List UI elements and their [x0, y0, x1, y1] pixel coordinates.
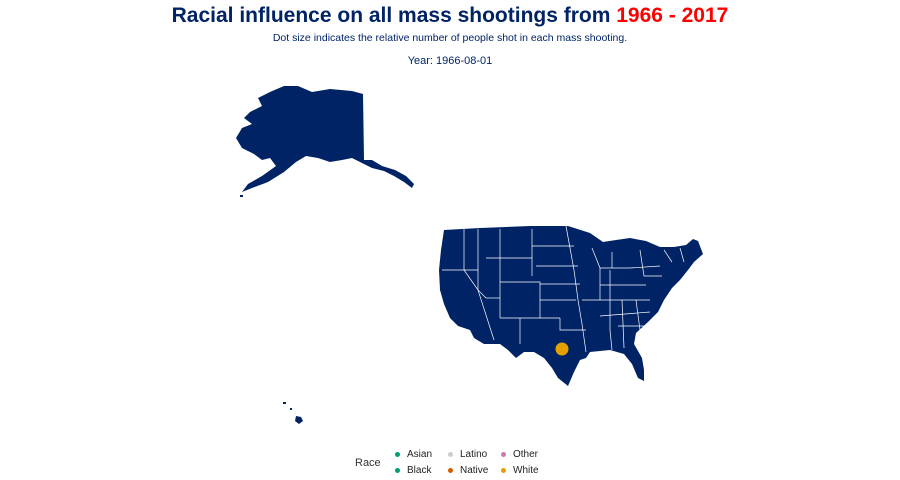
legend-item-asian: Asian [395, 449, 432, 460]
legend-label: Black [407, 465, 432, 476]
title-year-range: 1966 - 2017 [616, 4, 729, 27]
chart-subtitle: Dot size indicates the relative number o… [272, 32, 628, 44]
legend-label: Asian [407, 449, 433, 460]
hawaii-islet-2 [290, 408, 292, 410]
legend-dot-icon [501, 468, 506, 473]
legend: Race Asian Latino Other Black Native Whi… [355, 449, 555, 479]
hawaii-islet-1 [283, 402, 286, 404]
year-label: Year: 1966-08-01 [407, 55, 493, 67]
legend-item-white: White [501, 465, 539, 476]
legend-dot-icon [395, 452, 400, 457]
legend-dot-icon [448, 452, 453, 457]
legend-title: Race [355, 457, 381, 469]
legend-dot-icon [448, 468, 453, 473]
legend-dot-icon [395, 468, 400, 473]
legend-item-latino: Latino [448, 449, 487, 460]
legend-item-black: Black [395, 465, 431, 476]
state-borders [442, 225, 685, 353]
chart-title: Racial influence on all mass shootings f… [0, 4, 900, 28]
title-prefix: Racial influence on all mass shootings f… [171, 4, 617, 27]
legend-label: Native [460, 465, 489, 476]
hawaii-shape [295, 416, 303, 424]
alaska-shape [236, 86, 414, 192]
legend-label: Latino [460, 449, 488, 460]
legend-item-native: Native [448, 465, 488, 476]
alaska-islet [240, 195, 243, 197]
legend-label: Other [513, 449, 539, 460]
shooting-point-texas [555, 342, 569, 356]
legend-dot-icon [501, 452, 506, 457]
contiguous-us-shape [439, 226, 703, 386]
legend-label: White [513, 465, 539, 476]
legend-item-other: Other [501, 449, 538, 460]
